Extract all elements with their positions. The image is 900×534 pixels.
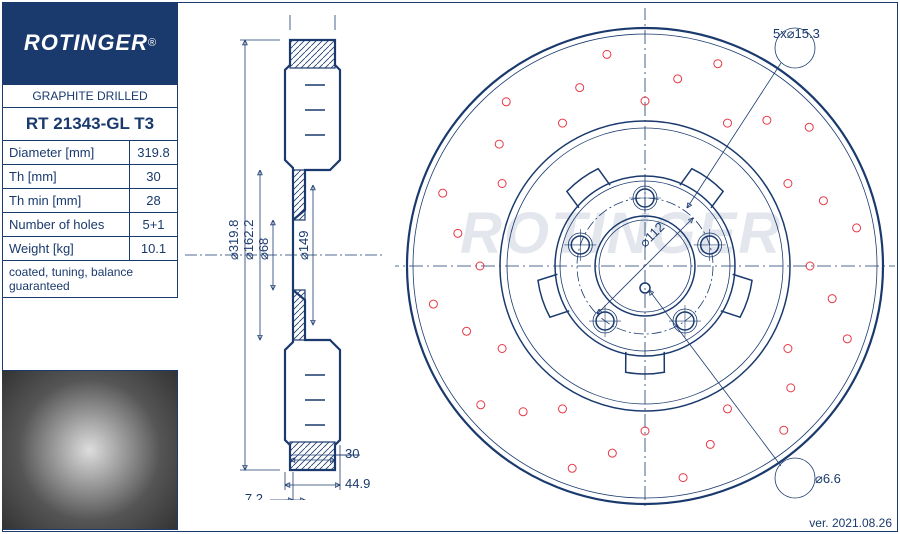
spec-value: 10.1 [130,237,178,261]
bolt-hole-label: 5x⌀15.3 [773,26,820,41]
spec-value: 319.8 [130,141,178,165]
spec-table: GRAPHITE DRILLED RT 21343-GL T3 Diameter… [2,84,178,298]
spec-value: 28 [130,189,178,213]
spec-label: Diameter [mm] [3,141,130,165]
registered-mark: ® [148,37,156,49]
part-number: RT 21343-GL T3 [3,108,178,141]
cross-section-drawing: ⌀319.8 ⌀162.2 ⌀68 ⌀149 44.9 7.2 30 [185,10,385,500]
version-label: ver. 2021.08.26 [809,516,892,530]
dim-thickness: 30 [345,446,359,461]
dim-bolt-circle: ⌀149 [296,230,311,260]
product-type: GRAPHITE DRILLED [3,85,178,108]
dim-outer-dia: ⌀319.8 [226,220,241,260]
dim-bore: ⌀68 [256,238,271,260]
brand-logo: ROTINGER® [2,2,178,84]
spec-label: Number of holes [3,213,130,237]
spec-note: coated, tuning, balance guaranteed [3,261,178,298]
spec-label: Th [mm] [3,165,130,189]
dim-hub-dia: ⌀162.2 [241,220,256,260]
spec-value: 5+1 [130,213,178,237]
spec-value: 30 [130,165,178,189]
dim-offset1: 7.2 [245,491,263,500]
brand-text: ROTINGER [24,30,148,56]
spec-label: Weight [kg] [3,237,130,261]
front-view-drawing: 5x⌀15.3 ⌀6.6 ⌀112 [395,8,895,508]
center-hole-label: ⌀6.6 [815,471,841,486]
dim-offset2: 44.9 [345,476,370,491]
spec-label: Th min [mm] [3,189,130,213]
product-photo [2,370,178,530]
